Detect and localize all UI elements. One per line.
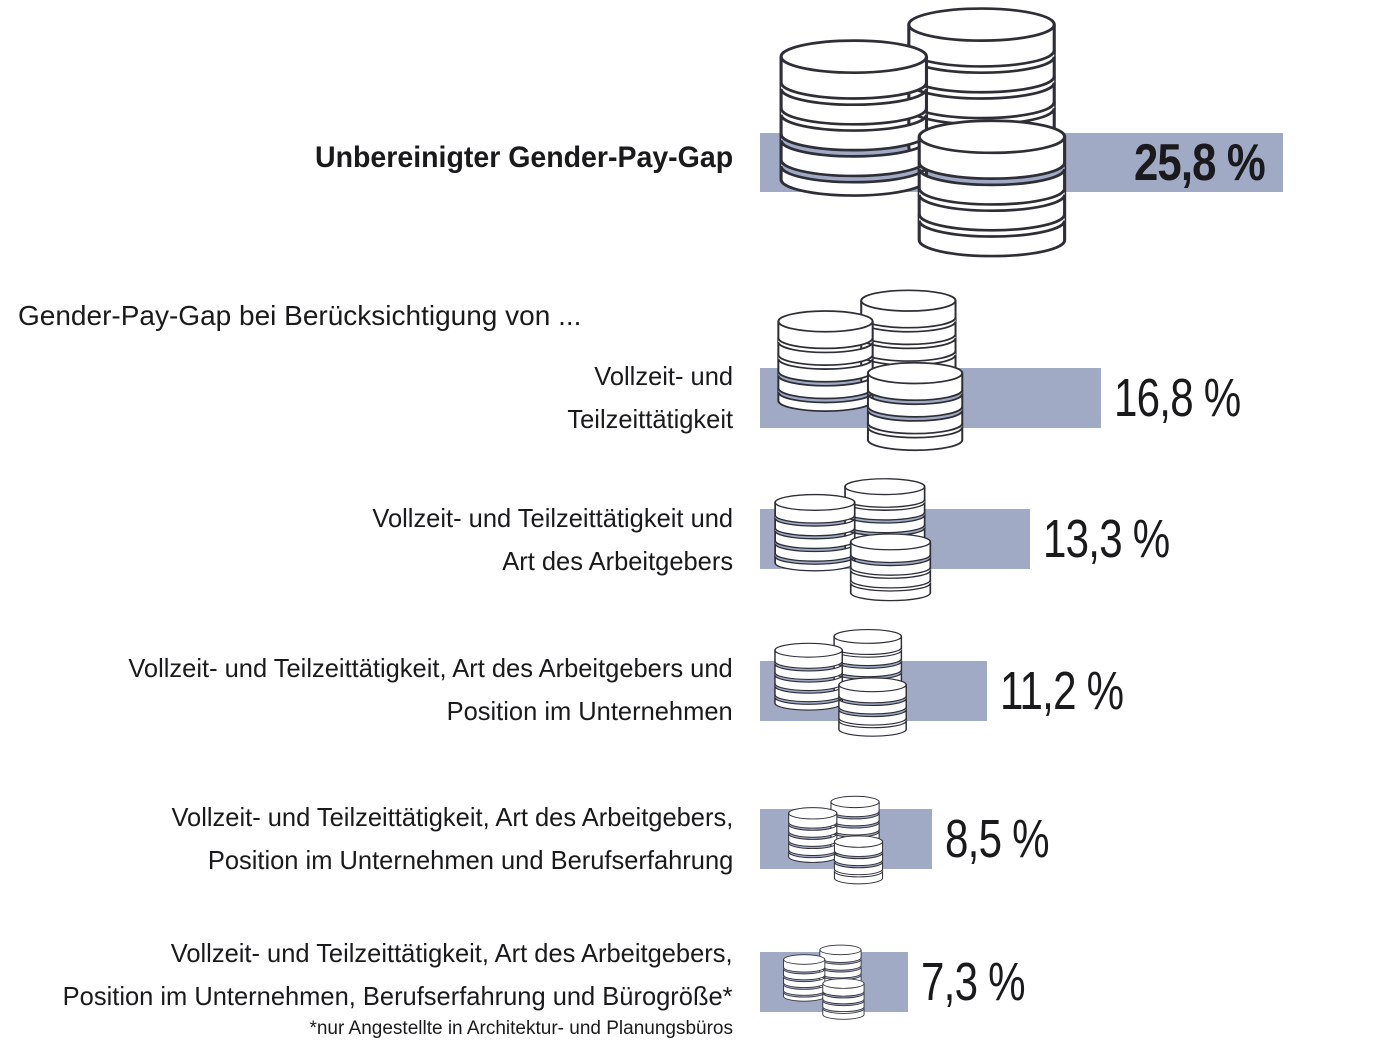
coin-stack-icon	[783, 944, 867, 1022]
gap-value: 16,8 %	[1114, 368, 1241, 428]
coin-stack-icon	[777, 288, 969, 456]
row-label: Vollzeit- und Teilzeittätigkeit	[567, 361, 733, 434]
row-label: Vollzeit- und Teilzeittätigkeit, Art des…	[128, 653, 733, 726]
coin-stack-icon	[779, 5, 1075, 265]
coin-stack-icon	[774, 477, 936, 605]
row-label: Vollzeit- und Teilzeittätigkeit und Art …	[372, 503, 733, 576]
coin-stack-icon	[788, 795, 886, 887]
row-label: Vollzeit- und Teilzeittätigkeit, Art des…	[171, 802, 733, 875]
gap-value: 8,5 %	[945, 809, 1050, 869]
gap-value: 13,3 %	[1043, 509, 1170, 569]
section-heading: Gender-Pay-Gap bei Berücksichtigung von …	[18, 300, 582, 331]
gap-value: 11,2 %	[1000, 661, 1124, 721]
coin-stack-icon	[774, 628, 911, 740]
unadjusted-gap-label: Unbereinigter Gender-Pay-Gap	[314, 141, 733, 174]
footnote: *nur Angestellte in Architektur- und Pla…	[309, 1018, 733, 1039]
gap-value: 7,3 %	[921, 952, 1026, 1012]
row-label: Vollzeit- und Teilzeittätigkeit, Art des…	[63, 938, 733, 1011]
gap-value: 25,8 %	[1134, 133, 1266, 192]
